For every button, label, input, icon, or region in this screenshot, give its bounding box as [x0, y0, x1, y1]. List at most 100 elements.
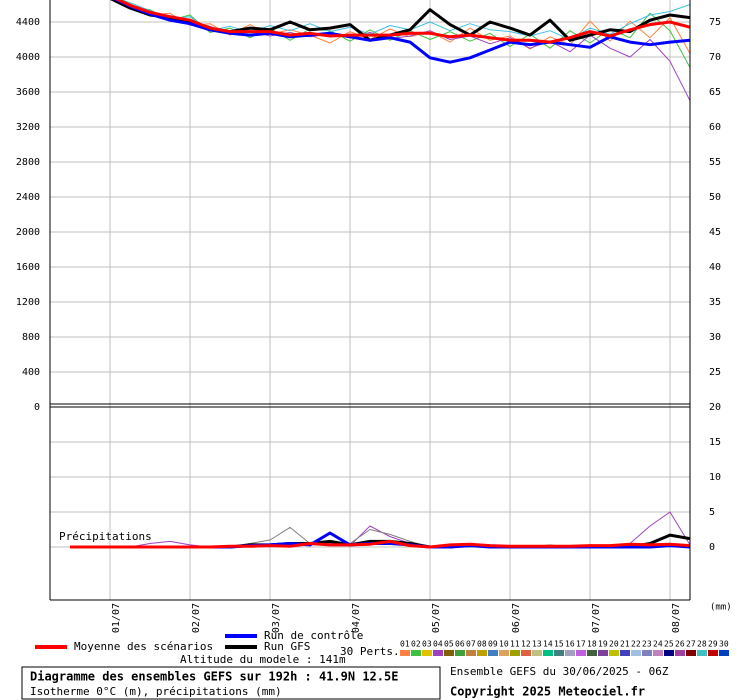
pert-legend-swatch — [719, 650, 729, 656]
x-tick-label: 08/07 — [671, 603, 682, 633]
pert-legend-swatch — [466, 650, 476, 656]
pert-legend-swatch — [697, 650, 707, 656]
labels: 01/07 02/07 03/07 04/07 05/07 06/07 07/07 08/07… — [16, 17, 729, 656]
pert-legend-label: 26 — [675, 640, 685, 649]
pert-legend-label: 15 — [554, 640, 564, 649]
footer-title: Diagramme des ensembles GEFS sur 192h : … — [30, 670, 398, 684]
y-tick-label: 1600 — [16, 262, 40, 273]
pert-legend-label: 21 — [620, 640, 630, 649]
pert-legend-swatch — [598, 650, 608, 656]
y-tick-label: 3600 — [16, 87, 40, 98]
pert-legend-label: 09 — [488, 640, 498, 649]
y-tick-label: 2400 — [16, 192, 40, 203]
pert-legend-label: 07 — [466, 640, 476, 649]
pert-legend-label: 01 — [400, 640, 410, 649]
pert-legend-swatch — [488, 650, 498, 656]
series-line — [115, 0, 690, 44]
pert-legend-swatch — [433, 650, 443, 656]
footer-subtitle: Isotherme 0°C (m), précipitations (mm) — [30, 685, 282, 698]
annotation: Précipitations — [59, 530, 152, 543]
pert-legend-swatch — [499, 650, 509, 656]
y-tick-label: 2000 — [16, 227, 40, 238]
pert-legend-swatch — [444, 650, 454, 656]
y-tick-label: 400 — [22, 367, 40, 378]
pert-legend-label: 23 — [642, 640, 652, 649]
pert-legend-label: 10 — [499, 640, 509, 649]
pert-legend-swatch — [400, 650, 410, 656]
pert-legend-label: 19 — [598, 640, 608, 649]
y-tick-label: 1200 — [16, 297, 40, 308]
pert-legend-label: 04 — [433, 640, 443, 649]
pert-legend-label: 14 — [543, 640, 553, 649]
x-tick-label: 04/07 — [351, 603, 362, 633]
y2-tick-label: 5 — [709, 507, 715, 518]
pert-legend-label: 13 — [532, 640, 542, 649]
pert-legend-swatch — [543, 650, 553, 656]
pert-legend-swatch — [587, 650, 597, 656]
pert-legend-label: 06 — [455, 640, 465, 649]
y2-tick-label: 45 — [709, 227, 721, 238]
unit-label: (mm) — [710, 603, 732, 613]
pert-legend-label: 28 — [697, 640, 707, 649]
pert-legend-swatch — [477, 650, 487, 656]
pert-legend-swatch — [554, 650, 564, 656]
pert-legend-label: 29 — [708, 640, 718, 649]
pert-legend-label: 25 — [664, 640, 674, 649]
pert-legend-swatch — [510, 650, 520, 656]
pert-legend-swatch — [532, 650, 542, 656]
y-tick-label: 4000 — [16, 52, 40, 63]
y-tick-label: 800 — [22, 332, 40, 343]
grid — [50, 0, 690, 600]
legend-label: Moyenne des scénarios — [74, 640, 213, 653]
isotherm-lines — [110, 0, 690, 101]
pert-legend-swatch — [565, 650, 575, 656]
series-line — [113, 0, 690, 64]
x-tick-label: 01/07 — [111, 603, 122, 633]
y-tick-label: 2800 — [16, 157, 40, 168]
y2-tick-label: 35 — [709, 297, 721, 308]
x-tick-label: 05/07 — [431, 603, 442, 633]
pert-legend-label: 03 — [422, 640, 432, 649]
pert-legend-label: 11 — [510, 640, 520, 649]
pert-legend-swatch — [422, 650, 432, 656]
y-tick-label: 4400 — [16, 17, 40, 28]
y2-tick-label: 10 — [709, 472, 721, 483]
y2-tick-label: 0 — [709, 542, 715, 553]
run-info: Ensemble GEFS du 30/06/2025 - 06Z — [450, 665, 669, 678]
legend-label: Run GFS — [264, 640, 310, 653]
y2-tick-label: 75 — [709, 17, 721, 28]
precip-lines — [70, 511, 690, 549]
pert-legend-label: 08 — [477, 640, 487, 649]
legend-label: Run de contrôle — [264, 629, 363, 642]
pert-legend-label: 18 — [587, 640, 597, 649]
y2-tick-label: 60 — [709, 122, 721, 133]
pert-legend-swatch — [708, 650, 718, 656]
x-tick-label: 07/07 — [591, 603, 602, 633]
frame — [49, 0, 691, 601]
y-tick-label: 0 — [34, 402, 40, 413]
x-tick-label: 06/07 — [511, 603, 522, 633]
y2-tick-label: 50 — [709, 192, 721, 203]
pert-legend-label: 27 — [686, 640, 696, 649]
pert-legend-label: 16 — [565, 640, 575, 649]
series-line — [70, 539, 690, 549]
y-tick-label: 3200 — [16, 122, 40, 133]
y2-tick-label: 55 — [709, 157, 721, 168]
pert-label: 30 Perts. — [340, 645, 400, 658]
pert-legend-swatch — [521, 650, 531, 656]
pert-legend-swatch — [675, 650, 685, 656]
pert-legend-label: 30 — [719, 640, 729, 649]
pert-legend-swatch — [455, 650, 465, 656]
pert-legend-swatch — [411, 650, 421, 656]
pert-legend-swatch — [620, 650, 630, 656]
pert-legend-swatch — [653, 650, 663, 656]
pert-legend-label: 17 — [576, 640, 586, 649]
y2-tick-label: 30 — [709, 332, 721, 343]
pert-legend-swatch — [576, 650, 586, 656]
x-tick-label: 03/07 — [271, 603, 282, 633]
y2-tick-label: 20 — [709, 402, 721, 413]
pert-legend-label: 05 — [444, 640, 454, 649]
pert-legend-swatch — [686, 650, 696, 656]
